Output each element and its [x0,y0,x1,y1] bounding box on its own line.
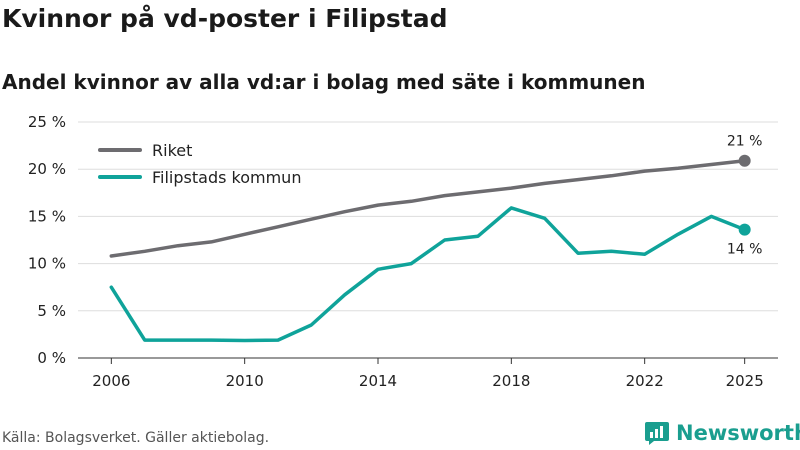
series-line-riket [109,158,747,258]
source-note: Källa: Bolagsverket. Gäller aktiebolag. [2,430,270,446]
x-tick-label: 2010 [226,372,264,390]
x-tick-label: 2006 [92,372,130,390]
series: 21 % 14 % [109,134,763,343]
y-tick-label: 25 % [28,113,66,131]
series-end-marker-riket [738,154,751,167]
y-tick-label: 5 % [37,302,66,320]
x-tick-label: 2025 [726,372,764,390]
chart-title: Kvinnor på vd-poster i Filipstad [2,4,448,33]
legend-label-filipstads-kommun: Filipstads kommun [152,168,301,187]
chart-subtitle: Andel kvinnor av alla vd:ar i bolag med … [2,70,646,94]
y-tick-label: 15 % [28,207,66,225]
data-label-riket: 21 % [727,134,763,150]
data-label-filipstads-kommun: 14 % [727,242,763,258]
newsworthy-chart-icon [645,422,669,445]
legend-label-riket: Riket [152,141,192,160]
series-line-filipstads-kommun [109,206,747,343]
x-tick-label: 2022 [626,372,664,390]
y-tick-label: 10 % [28,255,66,273]
x-tick-label: 2018 [492,372,530,390]
y-tick-label: 20 % [28,160,66,178]
newsworthy-logo[interactable]: Newsworthy [644,420,800,446]
series-end-marker-filipstads-kommun [738,223,751,236]
grid [78,121,778,359]
y-tick-label: 0 % [37,349,66,367]
legend: Riket Filipstads kommun [98,141,301,187]
logo-text: Newsworthy [676,421,800,445]
axes: 0 % 5 % 10 % 15 % 20 % 25 % 2006 2010 2014 2018 20… [28,113,764,390]
x-tick-label: 2014 [359,372,397,390]
